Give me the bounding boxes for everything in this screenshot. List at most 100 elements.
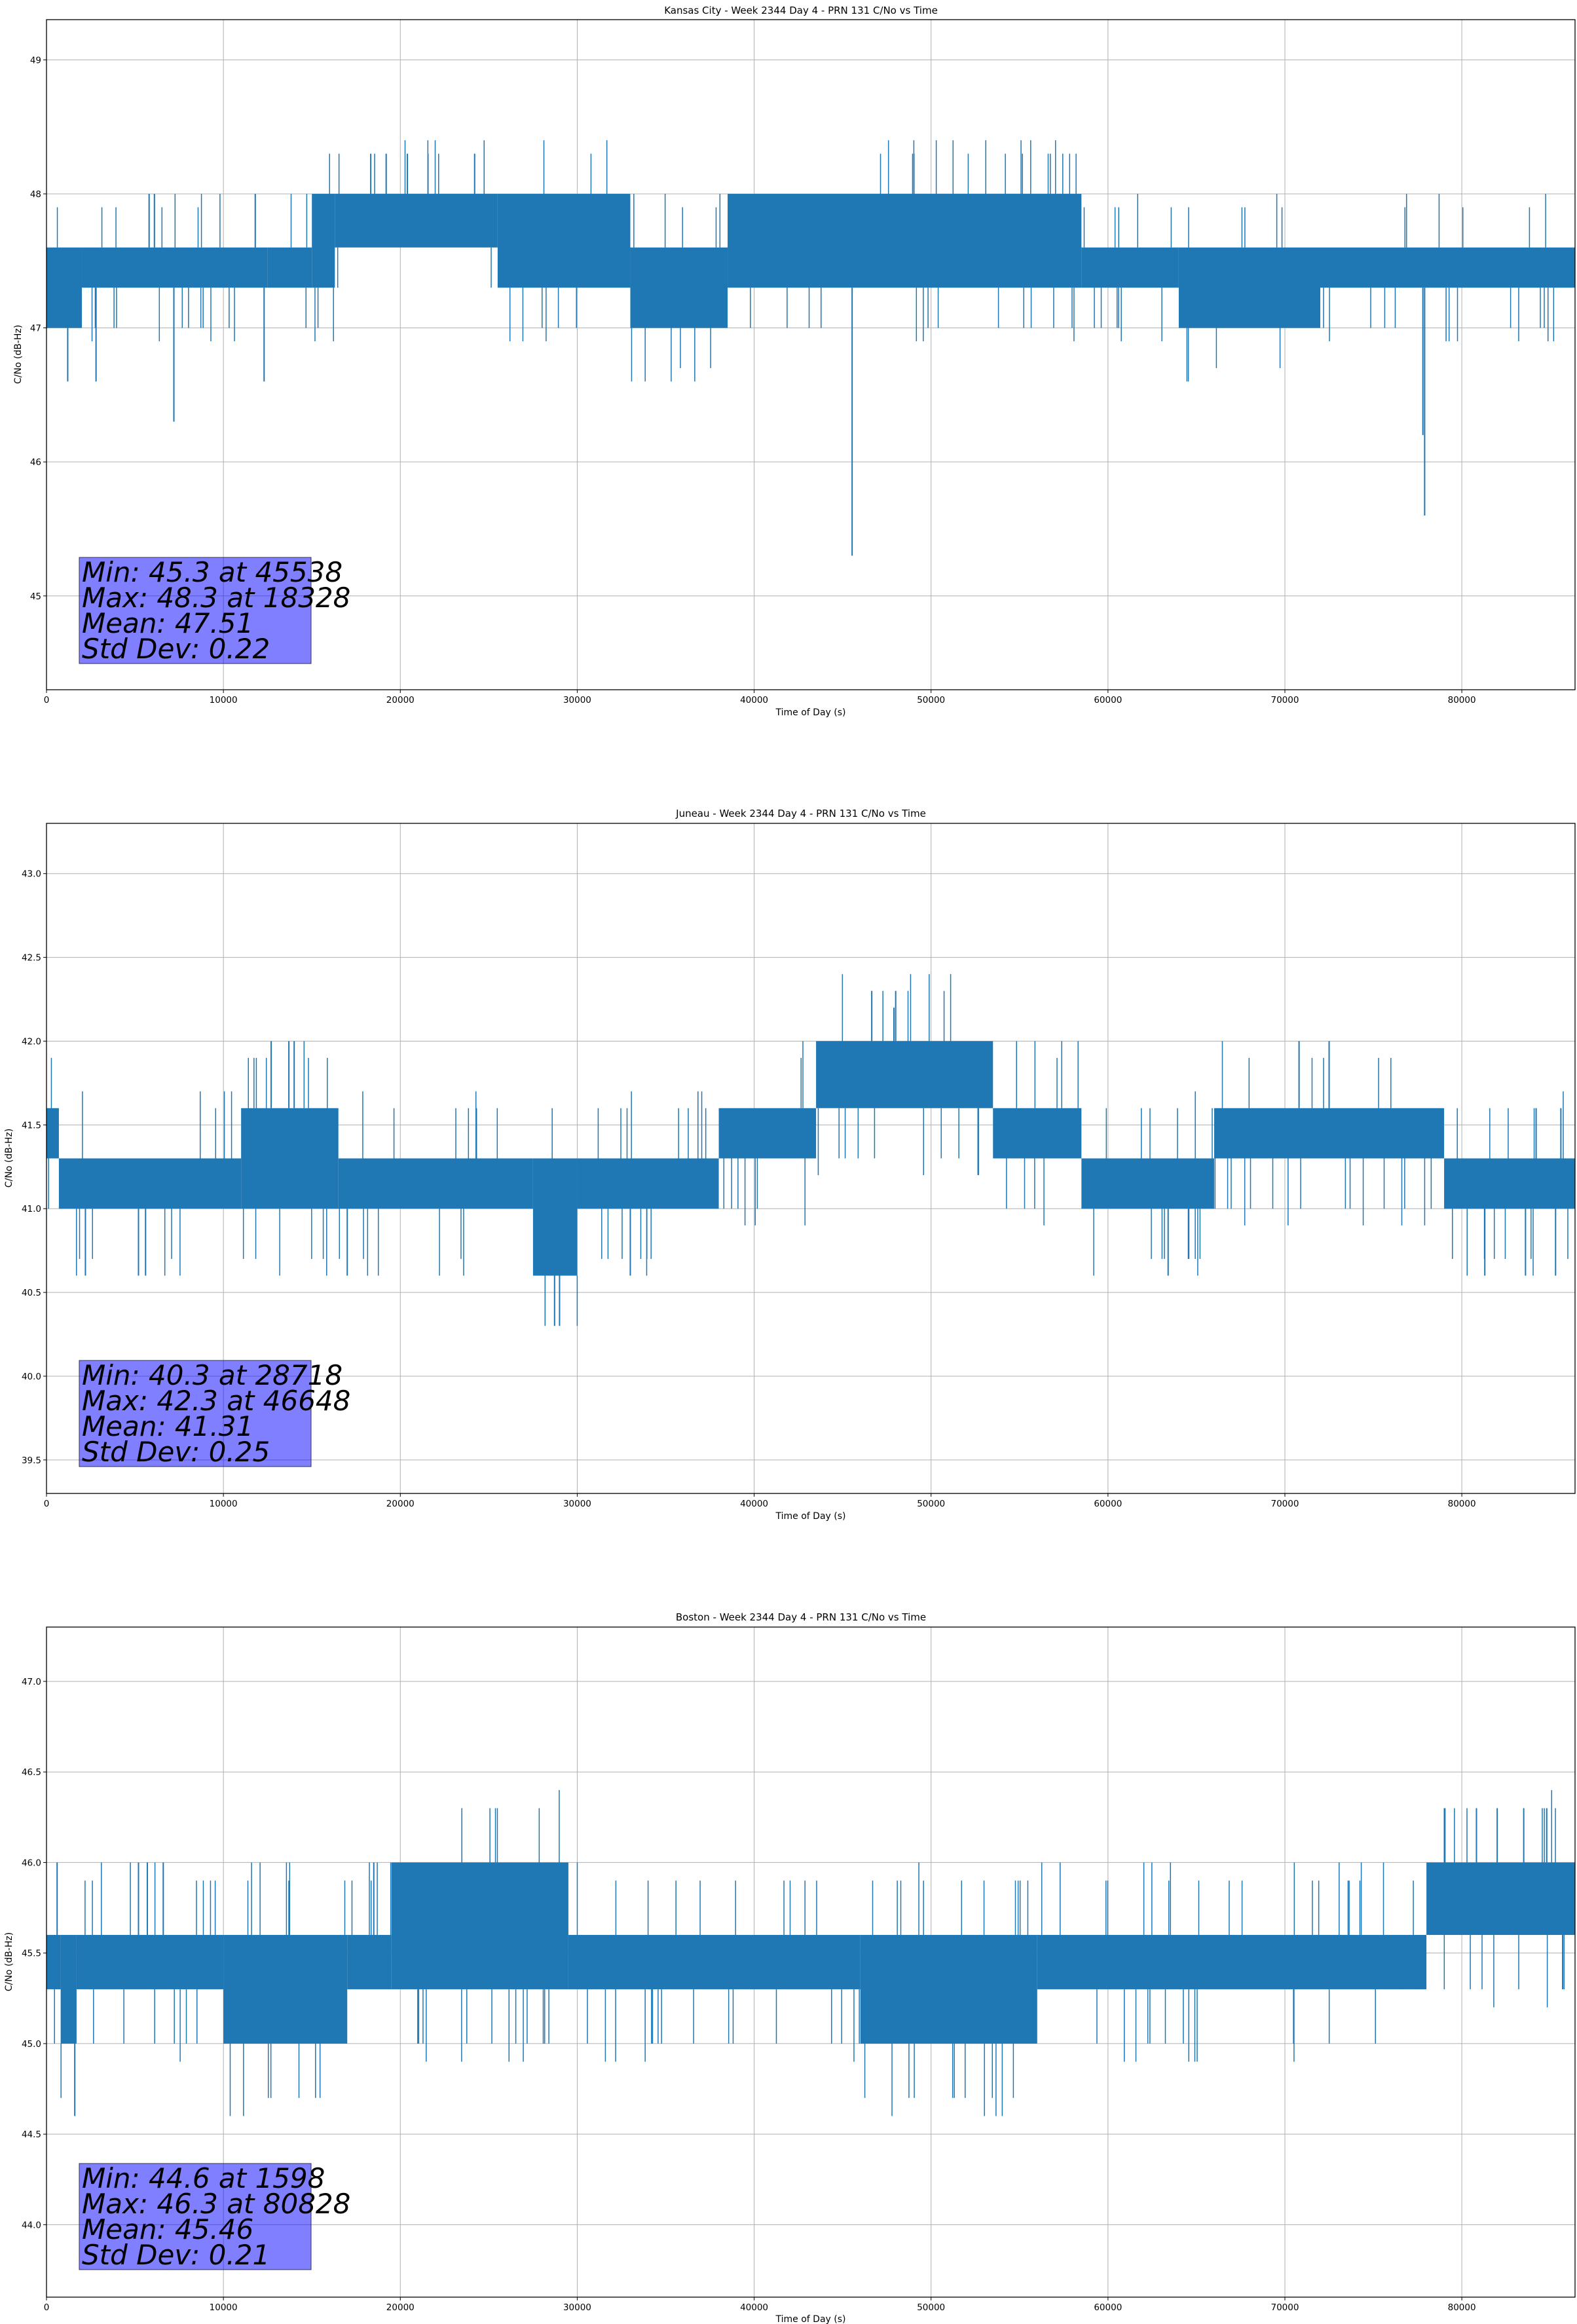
y-axis-ticks: 44.0 44.5 45.0 45.5 46.0 46.5 47.0 [22,1677,46,2230]
series-band [76,1935,224,1989]
x-tick-label: 40000 [740,1499,768,1509]
series-band [347,1935,392,1989]
chart-title: Juneau - Week 2344 Day 4 - PRN 131 C/No … [675,808,926,819]
series-spikes [84,990,1562,1326]
stat-mean: Mean: 45.46 [82,2213,253,2245]
y-tick-label: 45.0 [22,2039,41,2050]
boston-chart: Boston - Week 2344 Day 4 - PRN 131 C/No … [4,1611,1576,2324]
stat-std-dev: Std Dev: 0.22 [82,633,270,665]
series-spikes [54,1808,1564,2116]
stat-mean: Mean: 47.51 [82,607,253,639]
series-c-no [46,974,1575,1326]
y-tick-label: 45 [30,591,41,602]
plot-frame [46,1626,1576,2298]
series-band [82,247,268,288]
x-axis-label: Time of Day (s) [775,2314,846,2324]
y-tick-label: 40.0 [22,1372,41,1382]
x-tick-label: 80000 [1448,1499,1476,1509]
series-band [338,1158,533,1209]
series-c-no [46,1790,1575,2116]
series-band [1320,247,1575,288]
series-band [1214,1108,1445,1159]
series-band [497,193,631,288]
plot-frame [46,823,1576,1494]
x-tick-label: 80000 [1448,2302,1476,2313]
series-band [568,1935,861,1989]
y-tick-label: 46.5 [22,1767,41,1778]
y-tick-label: 48 [30,189,41,200]
y-tick-label: 39.5 [22,1455,41,1466]
x-tick-label: 20000 [386,2302,415,2313]
y-tick-label: 45.5 [22,1949,41,1959]
y-tick-label: 41.5 [22,1120,41,1131]
series-band [577,1158,719,1209]
series-band [312,193,335,288]
series-band [391,1862,568,1989]
juneau-chart: Juneau - Week 2344 Day 4 - PRN 131 C/No … [4,808,1576,1522]
stats-box: Min: 44.6 at 1598 Max: 46.3 at 80828 Mea… [79,2162,350,2271]
x-tick-label: 20000 [386,695,415,705]
x-tick-label: 60000 [1094,1499,1122,1509]
x-tick-label: 60000 [1094,2302,1122,2313]
series-band [860,1935,1037,2044]
x-axis-ticks: 0 10000 20000 30000 40000 50000 60000 70000 8000… [44,1493,1476,1509]
stats-box: Min: 45.3 at 45538 Max: 48.3 at 18328 Me… [79,556,350,665]
series-band [46,1935,61,1989]
y-axis-label: C/No (dB-Hz) [4,1129,14,1188]
stat-mean: Mean: 41.31 [82,1410,253,1442]
plot-frame [46,19,1576,690]
series-band [1426,1862,1575,1936]
x-tick-label: 40000 [740,2302,768,2313]
stat-max: Max: 42.3 at 46648 [82,1385,350,1417]
x-tick-label: 0 [44,1499,50,1509]
series-band [60,1935,77,2044]
y-tick-label: 42.0 [22,1036,41,1047]
x-tick-label: 10000 [210,2302,238,2313]
chart-title: Kansas City - Week 2344 Day 4 - PRN 131 … [664,5,938,16]
x-tick-label: 10000 [210,695,238,705]
x-axis-label: Time of Day (s) [775,707,846,718]
series-band [1081,247,1179,288]
y-tick-label: 46 [30,457,41,468]
series-c-no [46,140,1575,382]
x-axis-ticks: 0 10000 20000 30000 40000 50000 60000 70000 8000… [44,2297,1476,2313]
stat-min: Min: 45.3 at 45538 [82,556,343,588]
x-tick-label: 60000 [1094,695,1122,705]
series-band [532,1158,578,1276]
x-axis-ticks: 0 10000 20000 30000 40000 50000 60000 70000 8000… [44,690,1476,705]
series-band [46,247,83,328]
x-tick-label: 10000 [210,1499,238,1509]
y-tick-label: 47.0 [22,1677,41,1687]
series-band [630,247,728,328]
x-tick-label: 80000 [1448,695,1476,705]
x-tick-label: 70000 [1271,1499,1299,1509]
series-band [1178,247,1320,328]
series-band [223,1935,348,2044]
x-tick-label: 40000 [740,695,768,705]
x-tick-label: 70000 [1271,695,1299,705]
y-tick-label: 44.0 [22,2220,41,2230]
series-band [816,1041,993,1108]
stats-box-background [79,2163,312,2270]
x-tick-label: 0 [44,2302,50,2313]
stat-std-dev: Std Dev: 0.25 [82,1436,270,1468]
y-tick-label: 44.5 [22,2129,41,2140]
y-tick-label: 43.0 [22,869,41,880]
x-tick-label: 30000 [563,2302,591,2313]
y-axis-label: C/No (dB-Hz) [13,325,24,384]
stat-max: Max: 48.3 at 18328 [82,582,350,614]
chart-title: Boston - Week 2344 Day 4 - PRN 131 C/No … [676,1611,926,1623]
stat-min: Min: 44.6 at 1598 [82,2162,325,2194]
series-band [993,1108,1082,1159]
x-tick-label: 30000 [563,1499,591,1509]
y-tick-label: 40.5 [22,1288,41,1298]
y-tick-label: 42.5 [22,953,41,964]
series-band [718,1108,817,1159]
series-band [46,1108,59,1159]
y-axis-label: C/No (dB-Hz) [4,1932,14,1991]
y-axis-ticks: 45 46 47 48 49 [30,55,46,602]
x-tick-label: 20000 [386,1499,415,1509]
series-band [335,193,498,248]
stat-max: Max: 46.3 at 80828 [82,2188,350,2220]
